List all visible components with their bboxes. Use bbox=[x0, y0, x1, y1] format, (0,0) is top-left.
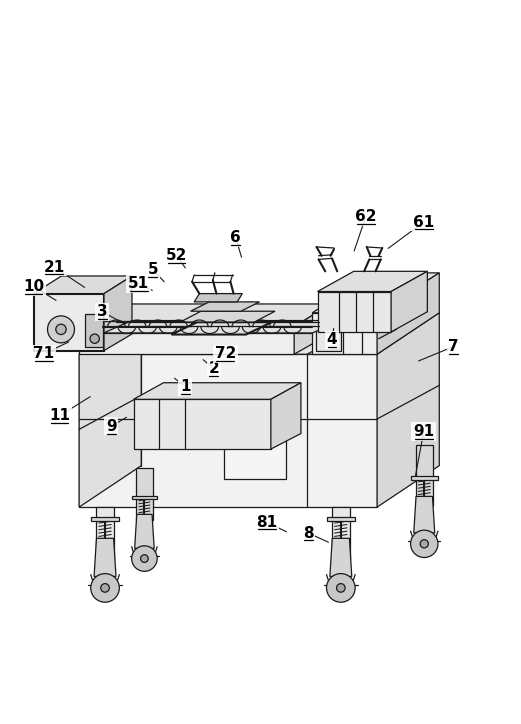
Text: 4: 4 bbox=[327, 332, 337, 348]
Circle shape bbox=[420, 539, 428, 548]
Text: 62: 62 bbox=[355, 209, 377, 224]
Text: 11: 11 bbox=[49, 408, 70, 424]
Circle shape bbox=[56, 324, 66, 334]
Polygon shape bbox=[79, 354, 377, 507]
Polygon shape bbox=[33, 276, 132, 294]
Polygon shape bbox=[96, 507, 115, 559]
Polygon shape bbox=[171, 322, 272, 334]
Text: 1: 1 bbox=[180, 379, 191, 395]
Polygon shape bbox=[180, 311, 275, 322]
Polygon shape bbox=[104, 276, 132, 350]
Bar bbox=[224, 396, 287, 479]
Polygon shape bbox=[133, 383, 301, 400]
Polygon shape bbox=[136, 468, 153, 520]
Polygon shape bbox=[317, 292, 391, 332]
Circle shape bbox=[91, 573, 119, 602]
Text: 6: 6 bbox=[230, 230, 241, 245]
Polygon shape bbox=[79, 327, 294, 354]
Circle shape bbox=[132, 546, 157, 571]
Text: 51: 51 bbox=[128, 277, 150, 291]
Text: 3: 3 bbox=[97, 304, 108, 319]
Bar bbox=[132, 496, 157, 499]
Polygon shape bbox=[94, 539, 116, 576]
Text: 91: 91 bbox=[413, 424, 435, 439]
Text: 10: 10 bbox=[23, 279, 44, 294]
Polygon shape bbox=[104, 321, 341, 333]
Text: 5: 5 bbox=[147, 262, 158, 277]
Polygon shape bbox=[414, 497, 435, 533]
Polygon shape bbox=[191, 302, 259, 311]
Text: 21: 21 bbox=[44, 260, 65, 274]
Polygon shape bbox=[79, 313, 141, 507]
Polygon shape bbox=[79, 313, 439, 354]
Circle shape bbox=[101, 584, 109, 592]
Text: 81: 81 bbox=[256, 515, 277, 530]
Text: 9: 9 bbox=[106, 418, 117, 434]
Bar bbox=[411, 476, 438, 480]
Polygon shape bbox=[391, 272, 427, 332]
Bar bbox=[327, 518, 355, 521]
Text: 7: 7 bbox=[449, 339, 459, 354]
Text: 8: 8 bbox=[303, 526, 314, 541]
Polygon shape bbox=[271, 383, 301, 449]
Polygon shape bbox=[332, 507, 350, 559]
Polygon shape bbox=[330, 539, 352, 576]
Text: 72: 72 bbox=[215, 346, 236, 361]
Text: 2: 2 bbox=[208, 361, 219, 376]
Circle shape bbox=[47, 316, 75, 343]
Polygon shape bbox=[312, 273, 439, 313]
Polygon shape bbox=[377, 273, 439, 354]
Text: 61: 61 bbox=[413, 214, 435, 230]
Circle shape bbox=[141, 555, 148, 563]
Polygon shape bbox=[312, 313, 377, 354]
Polygon shape bbox=[134, 514, 154, 548]
Polygon shape bbox=[416, 445, 432, 506]
Polygon shape bbox=[194, 294, 242, 302]
Polygon shape bbox=[294, 304, 330, 354]
Polygon shape bbox=[133, 400, 271, 449]
Polygon shape bbox=[377, 313, 439, 507]
Text: 52: 52 bbox=[166, 248, 187, 263]
Circle shape bbox=[411, 530, 438, 557]
Polygon shape bbox=[85, 314, 104, 348]
Bar bbox=[91, 518, 119, 521]
Circle shape bbox=[327, 573, 355, 602]
Circle shape bbox=[90, 334, 100, 343]
Bar bbox=[316, 326, 341, 350]
Circle shape bbox=[337, 584, 345, 592]
Text: 71: 71 bbox=[33, 346, 55, 361]
Polygon shape bbox=[33, 294, 104, 350]
Polygon shape bbox=[317, 272, 427, 292]
Polygon shape bbox=[79, 304, 330, 327]
